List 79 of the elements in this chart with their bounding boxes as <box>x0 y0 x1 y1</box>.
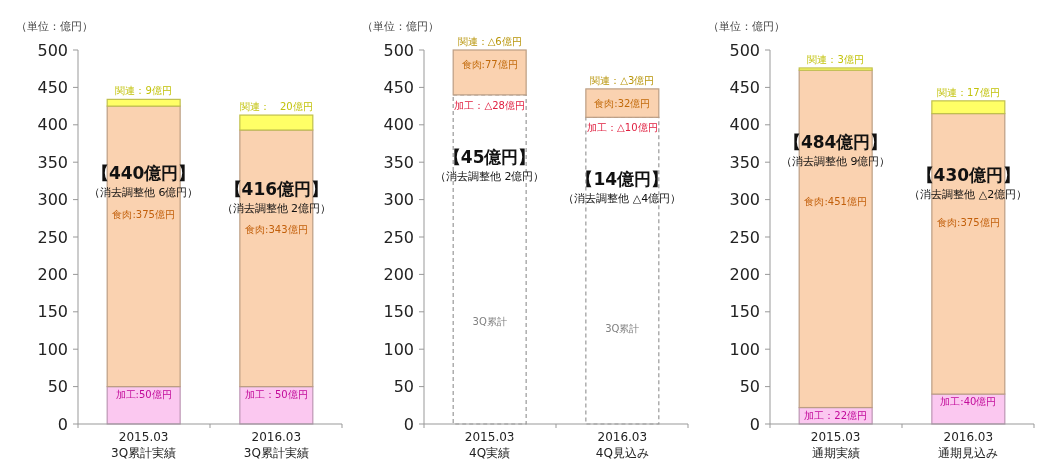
y-tick-label: 500 <box>37 40 68 60</box>
annotation: （消去調整他 6億円） <box>88 186 199 200</box>
bar <box>931 100 1006 115</box>
annotation: 【484億円】 <box>783 131 888 152</box>
annotation: 関連：△6億円 <box>457 36 522 47</box>
x-tick-label: 2016.03 4Q見込み <box>595 430 649 460</box>
annotation: 食肉:77億円 <box>461 59 518 70</box>
annotation: 【430億円】 <box>916 164 1021 185</box>
y-tick-label: 500 <box>383 40 414 60</box>
y-tick-label: 350 <box>729 152 760 172</box>
y-tick-label: 300 <box>383 190 414 210</box>
data-label: 関連：9億円 <box>115 85 172 97</box>
annotation: （消去調整他 9億円） <box>780 154 891 168</box>
annotation: 【416億円】 <box>224 179 329 200</box>
y-axis-title: （単位：億円） <box>16 20 93 33</box>
bar <box>106 98 181 107</box>
y-tick-label: 450 <box>729 78 760 97</box>
x-tick-label: 2016.03 通期見込み <box>938 430 999 460</box>
y-tick-label: 200 <box>37 265 68 284</box>
x-tick-label: 2015.03 3Q累計実績 <box>111 430 177 460</box>
y-tick-label: 150 <box>37 302 68 322</box>
y-tick-label: 50 <box>739 377 760 397</box>
y-tick-label: 400 <box>729 115 760 135</box>
annotation: 関連：△3億円 <box>590 74 655 86</box>
y-tick-label: 0 <box>57 414 68 434</box>
data-label: 加工：50億円 <box>244 388 308 400</box>
y-tick-label: 150 <box>729 302 760 322</box>
bar <box>239 114 314 131</box>
y-tick-label: 50 <box>47 377 68 397</box>
data-label: 加工:40億円 <box>940 396 997 408</box>
y-tick-label: 200 <box>383 265 414 284</box>
y-tick-label: 200 <box>729 265 760 284</box>
y-tick-label: 300 <box>37 190 68 210</box>
y-tick-label: 50 <box>393 377 414 397</box>
y-tick-label: 450 <box>383 78 414 97</box>
y-tick-label: 250 <box>383 227 414 247</box>
y-tick-label: 0 <box>749 414 760 434</box>
y-axis-title: （単位：億円） <box>708 20 785 33</box>
x-tick-label: 2015.03 通期実績 <box>810 430 861 460</box>
y-tick-label: 450 <box>37 78 68 97</box>
annotation: （消去調整他 △4億円） <box>563 192 682 206</box>
y-tick-label: 400 <box>37 115 68 135</box>
data-label: 関連：17億円 <box>936 86 1000 98</box>
data-label: 食肉:375億円 <box>112 209 175 221</box>
text: 3Q累計 <box>472 316 507 328</box>
annotation: 食肉:32億円 <box>594 97 651 109</box>
data-label: 加工：22億円 <box>804 409 868 421</box>
y-tick-label: 400 <box>383 115 414 135</box>
annotation: 加工：△10億円 <box>587 122 658 134</box>
y-axis-title: （単位：億円） <box>362 20 439 33</box>
y-tick-label: 250 <box>729 227 760 247</box>
annotation: 【440億円】 <box>91 163 196 184</box>
data-label: 食肉:375億円 <box>937 216 1000 228</box>
annotation: 【14億円】 <box>576 169 669 190</box>
annotation: 【45億円】 <box>443 146 536 167</box>
y-tick-label: 350 <box>383 152 414 172</box>
annotation: （消去調整他 2億円） <box>221 202 332 216</box>
x-tick-label: 2015.03 4Q実績 <box>464 430 515 460</box>
data-label: 関連： 20億円 <box>239 101 313 113</box>
data-label: 食肉:343億円 <box>245 223 308 235</box>
bar <box>798 67 873 71</box>
data-label: 食肉:451億円 <box>804 196 867 208</box>
y-tick-label: 100 <box>729 339 760 359</box>
y-tick-label: 300 <box>729 190 760 210</box>
annotation: （消去調整他 2億円） <box>434 169 545 183</box>
y-tick-label: 0 <box>403 414 414 434</box>
bar <box>452 49 527 96</box>
annotation: 加工：△28億円 <box>454 99 525 111</box>
y-tick-label: 500 <box>729 40 760 60</box>
y-tick-label: 100 <box>383 339 414 359</box>
data-label: 関連：3億円 <box>807 53 864 65</box>
y-tick-label: 150 <box>383 302 414 322</box>
series-label: 3Q累計 <box>605 323 640 334</box>
x-tick-label: 2016.03 3Q累計実績 <box>243 430 309 460</box>
y-tick-label: 100 <box>37 339 68 359</box>
annotation: （消去調整他 △2億円） <box>909 187 1028 201</box>
y-tick-label: 350 <box>37 152 68 172</box>
data-label: 加工:50億円 <box>115 388 172 400</box>
y-tick-label: 250 <box>37 227 68 247</box>
